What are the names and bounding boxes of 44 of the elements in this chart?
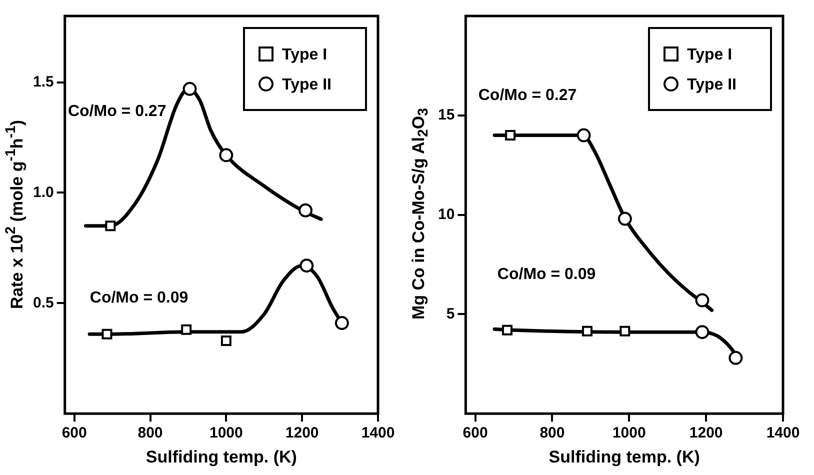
x-tick-label: 1000: [209, 424, 243, 442]
point: [181, 324, 192, 335]
y-tick-label: 0.5: [32, 294, 54, 312]
annotation: Co/Mo = 0.09: [497, 266, 596, 283]
x-tick-label: 1400: [361, 424, 395, 442]
y-tick-label: 1.5: [32, 73, 54, 90]
x-tick-label: 800: [540, 424, 565, 442]
x-tick-label: 1000: [612, 424, 646, 442]
y-tick-label: 10: [438, 206, 455, 223]
annotation: Co/Mo = 0.09: [90, 290, 188, 307]
point: [298, 203, 312, 218]
point: [728, 350, 743, 365]
legend-label: Type II: [282, 76, 332, 94]
point: [102, 328, 112, 340]
point: [182, 82, 197, 96]
point: [220, 335, 232, 346]
y-tick-label: 5: [446, 305, 455, 322]
point: [502, 324, 512, 336]
point: [334, 316, 349, 330]
point: [505, 130, 516, 141]
annotation: Co/Mo = 0.27: [68, 102, 166, 120]
x-tick-label: 1200: [689, 424, 723, 442]
point: [620, 326, 630, 336]
point: [695, 293, 710, 308]
x-axis-title: Sulfiding temp. (K): [146, 447, 297, 466]
x-axis-title: Sulfiding temp. (K): [548, 447, 700, 466]
point: [219, 148, 234, 162]
point: [695, 325, 710, 340]
y-tick-label: 15: [438, 106, 455, 124]
legend-label: Type II: [687, 76, 736, 94]
x-tick-label: 1400: [766, 424, 800, 442]
x-tick-label: 1200: [285, 424, 319, 442]
x-tick-label: 600: [62, 424, 87, 442]
x-tick-label: 600: [462, 424, 488, 442]
point: [105, 220, 116, 232]
point: [582, 326, 592, 336]
point: [300, 258, 314, 273]
point: [618, 212, 632, 226]
legend-label: Type I: [282, 46, 328, 64]
legend-label: Type I: [687, 46, 732, 64]
annotation: Co/Mo = 0.27: [478, 86, 577, 104]
x-tick-label: 800: [138, 424, 163, 442]
point: [576, 128, 591, 142]
y-tick-label: 1.0: [32, 184, 54, 201]
